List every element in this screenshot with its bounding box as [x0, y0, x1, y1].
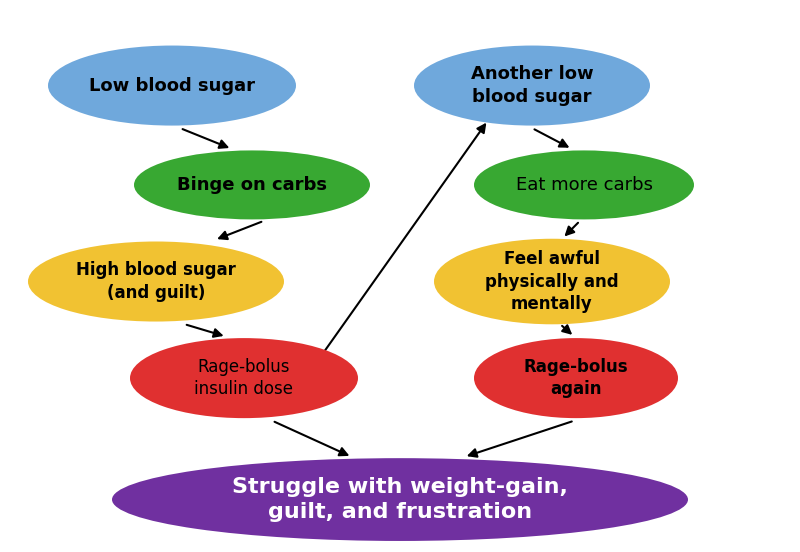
- Text: High blood sugar
(and guilt): High blood sugar (and guilt): [76, 262, 236, 301]
- Text: Struggle with weight-gain,
guilt, and frustration: Struggle with weight-gain, guilt, and fr…: [232, 477, 568, 522]
- Ellipse shape: [134, 150, 370, 219]
- Text: Feel awful
physically and
mentally: Feel awful physically and mentally: [485, 250, 619, 313]
- Ellipse shape: [130, 338, 358, 418]
- Ellipse shape: [48, 45, 296, 125]
- Ellipse shape: [28, 242, 284, 321]
- Text: Another low
blood sugar: Another low blood sugar: [470, 66, 594, 105]
- Text: Rage-bolus
insulin dose: Rage-bolus insulin dose: [194, 358, 294, 398]
- Ellipse shape: [474, 338, 678, 418]
- Text: Eat more carbs: Eat more carbs: [515, 176, 653, 194]
- Text: Rage-bolus
again: Rage-bolus again: [524, 358, 628, 398]
- Ellipse shape: [434, 238, 670, 324]
- Text: Binge on carbs: Binge on carbs: [177, 176, 327, 194]
- Ellipse shape: [474, 150, 694, 219]
- Text: Low blood sugar: Low blood sugar: [89, 77, 255, 94]
- Ellipse shape: [414, 45, 650, 125]
- Ellipse shape: [112, 458, 688, 541]
